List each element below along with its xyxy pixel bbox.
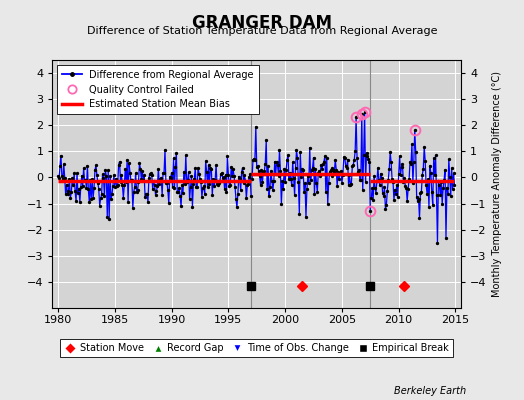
Text: Berkeley Earth: Berkeley Earth (394, 386, 466, 396)
Legend: Station Move, Record Gap, Time of Obs. Change, Empirical Break: Station Move, Record Gap, Time of Obs. C… (60, 339, 453, 357)
Y-axis label: Monthly Temperature Anomaly Difference (°C): Monthly Temperature Anomaly Difference (… (492, 71, 502, 297)
Text: GRANGER DAM: GRANGER DAM (192, 14, 332, 32)
Text: Difference of Station Temperature Data from Regional Average: Difference of Station Temperature Data f… (87, 26, 437, 36)
Legend: Difference from Regional Average, Quality Control Failed, Estimated Station Mean: Difference from Regional Average, Qualit… (57, 65, 259, 114)
